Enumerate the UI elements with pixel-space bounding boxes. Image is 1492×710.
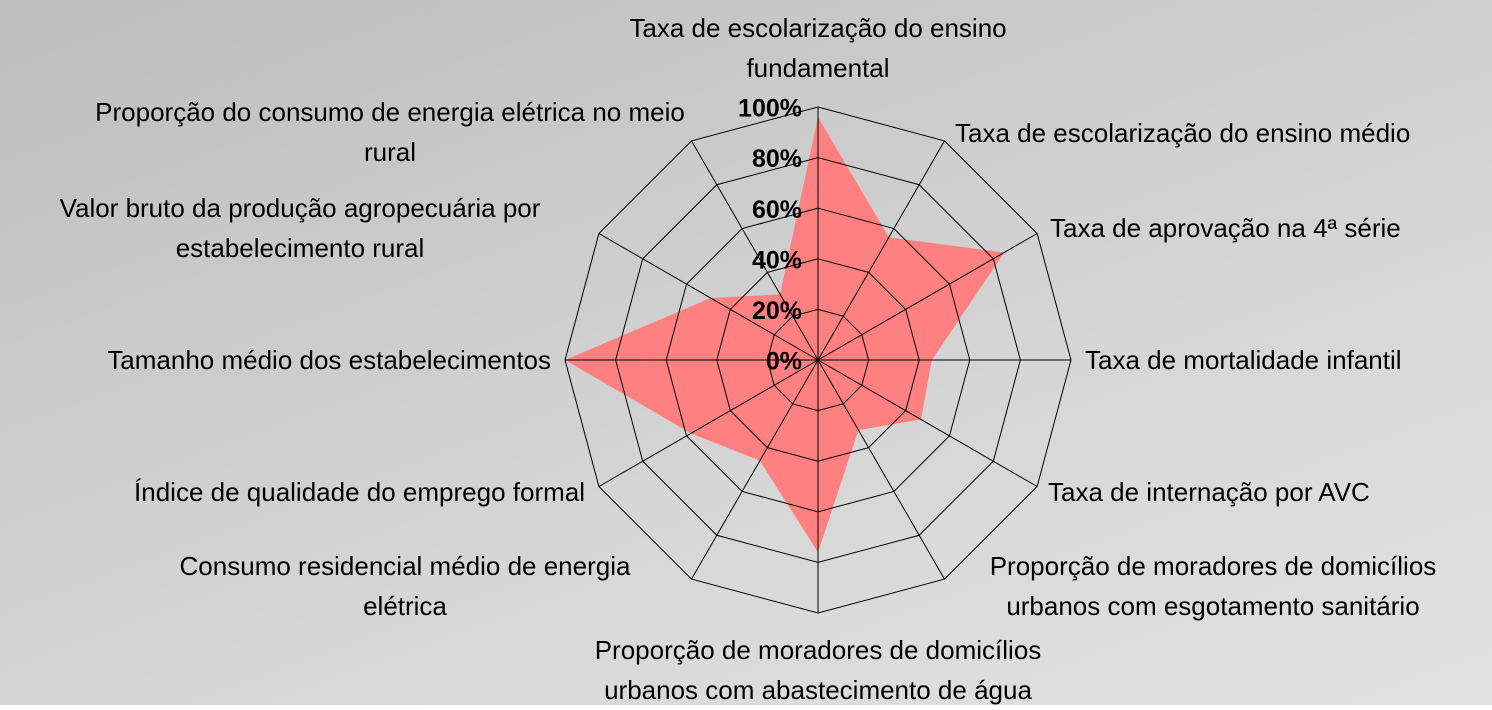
category-label: Taxa de escolarização do ensino médio bbox=[955, 118, 1411, 148]
spoke bbox=[598, 359, 819, 487]
category-label: Índice de qualidade do emprego formal bbox=[134, 477, 585, 507]
category-label: Proporção de moradores de domicílios urb… bbox=[989, 551, 1437, 621]
spoke bbox=[691, 359, 819, 580]
category-label: Taxa de mortalidade infantil bbox=[1085, 345, 1402, 375]
category-label: Valor bruto da produção agropecuária por… bbox=[59, 193, 541, 263]
tick-label: 40% bbox=[752, 246, 802, 274]
tick-label: 60% bbox=[752, 196, 802, 224]
category-label: Proporção do consumo de energia elétrica… bbox=[95, 97, 685, 167]
tick-label: 20% bbox=[752, 297, 802, 325]
category-label: Consumo residencial médio de energia elé… bbox=[179, 551, 631, 621]
tick-label: 100% bbox=[738, 95, 802, 123]
category-label: Taxa de aprovação na 4ª série bbox=[1050, 213, 1401, 243]
category-label: Proporção de moradores de domicílios urb… bbox=[594, 635, 1042, 705]
spoke bbox=[598, 233, 819, 361]
spoke bbox=[817, 359, 945, 580]
spoke bbox=[817, 359, 1038, 487]
spoke bbox=[817, 140, 945, 361]
radar-area bbox=[565, 117, 1005, 553]
spoke bbox=[691, 140, 819, 361]
tick-label: 80% bbox=[752, 145, 802, 173]
tick-label: 0% bbox=[766, 348, 802, 376]
category-label: Taxa de internação por AVC bbox=[1048, 477, 1370, 507]
category-label: Tamanho médio dos estabelecimentos bbox=[107, 345, 551, 375]
spoke bbox=[817, 233, 1038, 361]
category-label: Taxa de escolarização do ensino fundamen… bbox=[629, 13, 1007, 83]
